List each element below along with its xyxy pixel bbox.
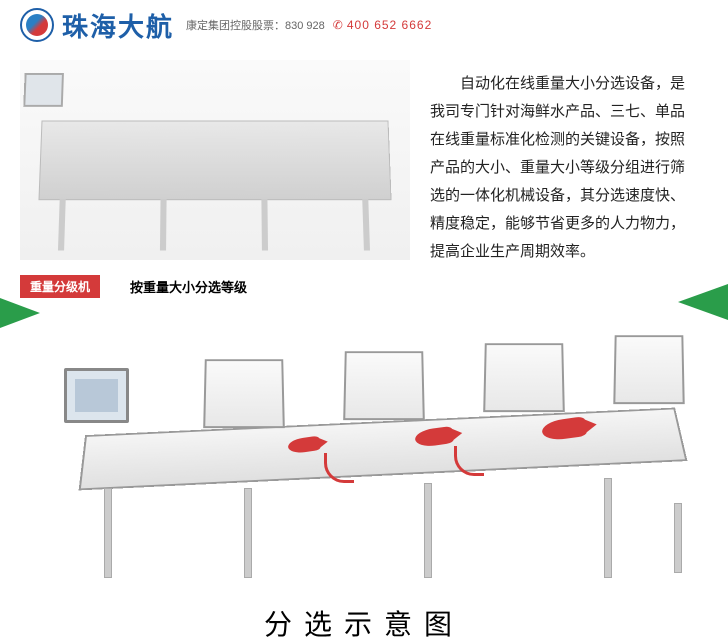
diagram-caption: 分选示意图 <box>0 603 728 643</box>
sorting-bin <box>203 359 285 428</box>
sorting-bin <box>483 343 565 412</box>
sorting-bin <box>613 335 684 404</box>
machine-leg <box>244 488 252 578</box>
phone-icon: ✆ <box>333 18 343 32</box>
subtitle-label: 按重量大小分选等级 <box>130 277 247 296</box>
sorting-diagram <box>0 298 728 598</box>
brand-name: 珠海大航 <box>62 7 174 44</box>
product-photo <box>20 60 410 260</box>
product-description: 自动化在线重量大小分选设备，是我司专门针对海鲜水产品、三七、单品在线重量标准化检… <box>410 60 708 266</box>
machine-leg <box>604 478 612 578</box>
sort-arrow-icon <box>324 453 354 483</box>
stock-info: 康定集团控股股票：830 928 <box>186 17 325 33</box>
top-section: 自动化在线重量大小分选设备，是我司专门针对海鲜水产品、三七、单品在线重量标准化检… <box>0 50 728 266</box>
sorting-bin <box>343 351 425 420</box>
diagram-section: 重量分级机 按重量大小分选等级 分选示意图 <box>0 274 728 639</box>
category-label: 重量分级机 <box>20 275 100 298</box>
machine-leg <box>674 503 682 573</box>
machine-leg <box>424 483 432 578</box>
header: 珠海大航 康定集团控股股票：830 928 ✆ 400 652 6662 <box>0 0 728 50</box>
machine-leg <box>104 488 112 578</box>
control-screen-icon <box>64 368 129 423</box>
logo-icon <box>20 8 54 42</box>
phone-number: 400 652 6662 <box>347 18 432 32</box>
